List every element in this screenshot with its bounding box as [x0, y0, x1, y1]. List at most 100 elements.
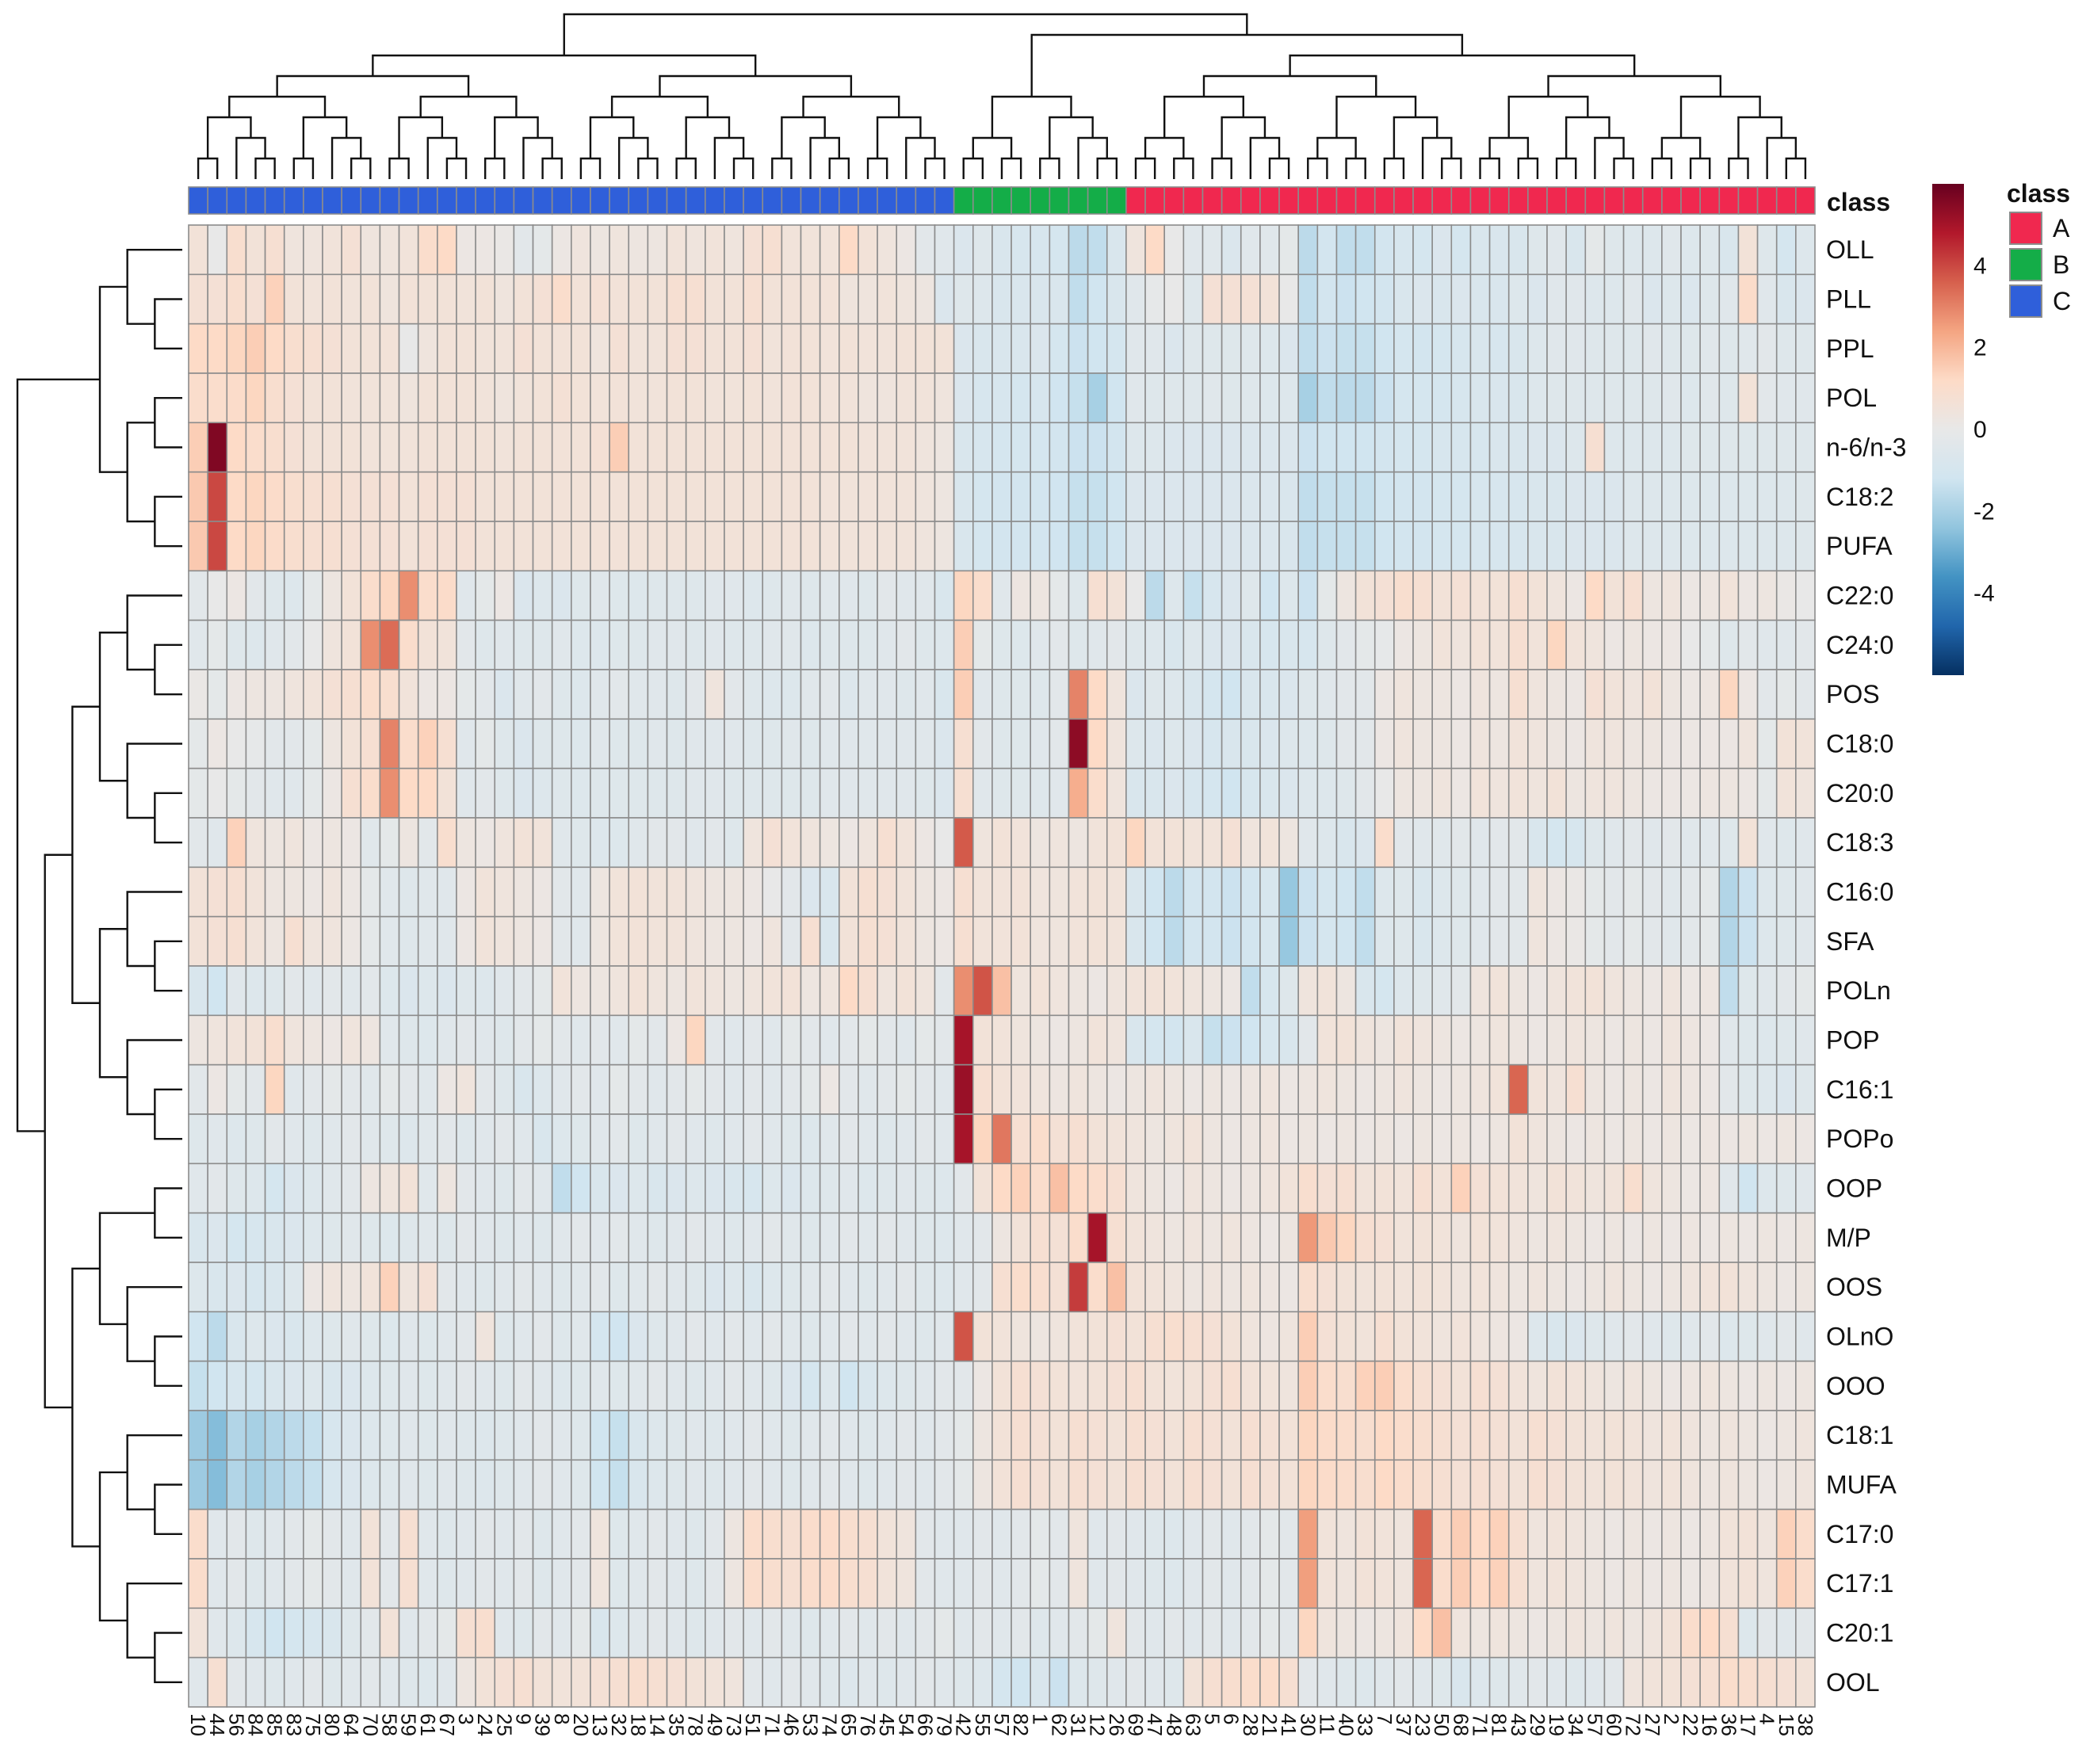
- heatmap-cell: [1661, 817, 1682, 869]
- heatmap-cell: [1565, 965, 1587, 1017]
- heatmap-cell: [513, 1212, 534, 1263]
- heatmap-cell: [207, 471, 228, 522]
- class-cell: [398, 186, 419, 215]
- heatmap-cell: [1584, 570, 1606, 621]
- heatmap-cell: [303, 1410, 323, 1461]
- heatmap-cell: [1297, 1656, 1319, 1708]
- heatmap-cell: [1641, 1311, 1663, 1362]
- heatmap-cell: [781, 866, 802, 918]
- heatmap-cell: [953, 1508, 974, 1560]
- dendrogram-branch: [1441, 157, 1462, 179]
- heatmap-cell: [303, 273, 323, 325]
- heatmap-cell: [1163, 1607, 1185, 1659]
- heatmap-cell: [685, 224, 706, 276]
- heatmap-cell: [417, 521, 438, 572]
- heatmap-cell: [1795, 1262, 1816, 1313]
- dendrogram-branch: [1144, 136, 1185, 158]
- heatmap-cell: [915, 1113, 936, 1165]
- heatmap-cell: [800, 570, 821, 621]
- heatmap-cell: [1737, 570, 1759, 621]
- heatmap-cell: [1106, 273, 1127, 325]
- heatmap-cell: [1756, 1508, 1778, 1560]
- heatmap-cell: [685, 570, 706, 621]
- heatmap-cell: [972, 866, 993, 918]
- heatmap-cell: [1278, 422, 1299, 473]
- heatmap-cell: [437, 1163, 457, 1214]
- heatmap-cells: [188, 224, 1816, 1708]
- heatmap-cell: [1106, 1410, 1127, 1461]
- heatmap-cell: [896, 669, 917, 720]
- heatmap-cell: [1049, 866, 1070, 918]
- heatmap-cell: [571, 1558, 591, 1609]
- class-legend-label: C: [2053, 287, 2071, 315]
- heatmap-cell: [1030, 323, 1051, 374]
- heatmap-cell: [1240, 1558, 1261, 1609]
- heatmap-cell: [1546, 1558, 1567, 1609]
- heatmap-cell: [1335, 767, 1357, 819]
- heatmap-cell: [303, 965, 323, 1017]
- heatmap-cell: [609, 1558, 630, 1609]
- heatmap-cell: [283, 866, 304, 918]
- heatmap-cell: [877, 1014, 898, 1066]
- heatmap-cell: [1011, 1360, 1032, 1411]
- class-cell: [628, 186, 649, 215]
- heatmap-cell: [1795, 718, 1816, 769]
- heatmap-cell: [609, 619, 630, 670]
- heatmap-cell: [705, 1558, 725, 1609]
- column-label: 71: [1469, 1713, 1492, 1736]
- heatmap-cell: [1182, 372, 1204, 424]
- heatmap-cell: [1507, 1113, 1529, 1165]
- heatmap-cell: [647, 1311, 668, 1362]
- heatmap-cell: [1068, 422, 1089, 473]
- heatmap-cell: [532, 1014, 553, 1066]
- heatmap-cell: [1011, 372, 1032, 424]
- heatmap-cell: [1087, 915, 1108, 967]
- heatmap-cell: [972, 1360, 993, 1411]
- column-label: 1: [1028, 1713, 1052, 1724]
- heatmap-cell: [1259, 273, 1280, 325]
- heatmap-cell: [1699, 570, 1721, 621]
- heatmap-cell: [226, 915, 247, 967]
- heatmap-cell: [896, 1014, 917, 1066]
- heatmap-cell: [781, 1311, 802, 1362]
- heatmap-cell: [437, 915, 457, 967]
- heatmap-cell: [322, 1656, 342, 1708]
- heatmap-cell: [437, 619, 457, 670]
- heatmap-cell: [1259, 1063, 1280, 1115]
- heatmap-cell: [1507, 866, 1529, 918]
- heatmap-cell: [1259, 1607, 1280, 1659]
- heatmap-cell: [1278, 224, 1299, 276]
- heatmap-cell: [264, 1212, 285, 1263]
- heatmap-cell: [1412, 1163, 1433, 1214]
- heatmap-cell: [417, 1558, 438, 1609]
- heatmap-cell: [705, 1508, 725, 1560]
- heatmap-cell: [264, 619, 285, 670]
- column-label: 26: [1105, 1713, 1129, 1736]
- heatmap-cell: [1030, 1113, 1051, 1165]
- heatmap-cell: [877, 224, 898, 276]
- heatmap-cell: [303, 1014, 323, 1066]
- heatmap-cell: [1488, 570, 1510, 621]
- heatmap-cell: [1488, 1212, 1510, 1263]
- heatmap-cell: [1661, 915, 1682, 967]
- heatmap-cell: [628, 1063, 649, 1115]
- class-cell: [1011, 186, 1032, 215]
- heatmap-cell: [705, 570, 725, 621]
- heatmap-cell: [475, 718, 496, 769]
- heatmap-cell: [417, 1656, 438, 1708]
- heatmap-cell: [1699, 323, 1721, 374]
- heatmap-cell: [1775, 767, 1797, 819]
- heatmap-cell: [1087, 1212, 1108, 1263]
- heatmap-cell: [494, 965, 515, 1017]
- heatmap-cell: [264, 224, 285, 276]
- row-label: M/P: [1826, 1224, 1871, 1252]
- heatmap-cell: [915, 1163, 936, 1214]
- heatmap-cell: [1259, 866, 1280, 918]
- class-cell: [1641, 186, 1663, 215]
- column-label: 12: [1086, 1713, 1110, 1736]
- class-cell: [915, 186, 936, 215]
- heatmap-cell: [283, 965, 304, 1017]
- heatmap-cell: [1546, 1262, 1567, 1313]
- heatmap-cell: [475, 817, 496, 869]
- heatmap-cell: [1412, 1656, 1433, 1708]
